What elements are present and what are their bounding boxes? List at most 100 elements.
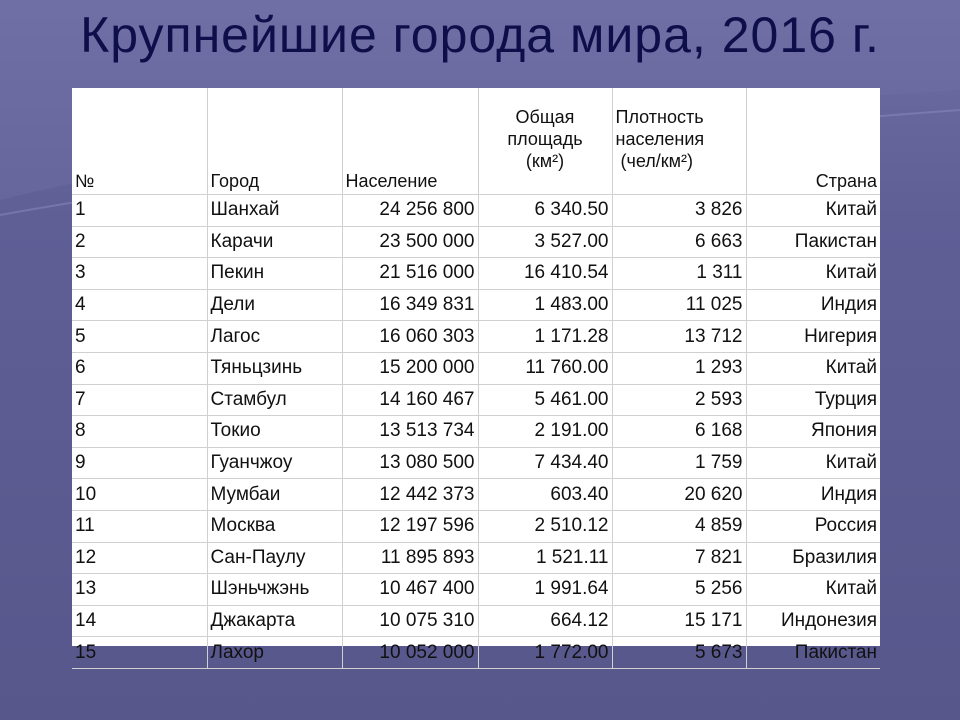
cell-city: Джакарта xyxy=(207,605,343,638)
cell-num: 4 xyxy=(72,289,208,322)
cell-population: 24 256 800 xyxy=(342,194,479,227)
cell-city: Гуанчжоу xyxy=(207,447,343,480)
table-row: 1 Шанхай 24 256 800 6 340.50 3 826 Китай xyxy=(72,194,880,227)
cell-country: Пакистан xyxy=(746,636,880,669)
table-row: 6 Тяньцзинь 15 200 000 11 760.00 1 293 Китай xyxy=(72,352,880,385)
cell-area: 1 772.00 xyxy=(478,636,613,669)
cell-country: Пакистан xyxy=(746,226,880,259)
header-area-line3: (км²) xyxy=(525,151,565,171)
cities-table: № Город Население Общая площадь (км²) Пл… xyxy=(72,88,880,669)
table-row: 11 Москва 12 197 596 2 510.12 4 859 Россия xyxy=(72,510,880,543)
cell-country: Китай xyxy=(746,573,880,606)
cell-population: 16 349 831 xyxy=(342,289,479,322)
cell-density: 11 025 xyxy=(612,289,747,322)
header-city: Город xyxy=(207,88,343,195)
cell-population: 15 200 000 xyxy=(342,352,479,385)
cell-city: Лахор xyxy=(207,636,343,669)
table-row: 3 Пекин 21 516 000 16 410.54 1 311 Китай xyxy=(72,257,880,290)
header-area-line2: площадь xyxy=(507,129,583,149)
cell-density: 1 311 xyxy=(612,257,747,290)
cell-city: Сан-Паулу xyxy=(207,542,343,575)
cell-city: Пекин xyxy=(207,257,343,290)
cell-population: 13 080 500 xyxy=(342,447,479,480)
cell-population: 13 513 734 xyxy=(342,415,479,448)
table-row: 10 Мумбаи 12 442 373 603.40 20 620 Индия xyxy=(72,478,880,511)
cell-city: Стамбул xyxy=(207,384,343,417)
cell-city: Тяньцзинь xyxy=(207,352,343,385)
cell-num: 12 xyxy=(72,542,208,575)
cell-num: 11 xyxy=(72,510,208,543)
table-header-row: № Город Население Общая площадь (км²) Пл… xyxy=(72,88,880,195)
cell-num: 8 xyxy=(72,415,208,448)
cell-area: 2 191.00 xyxy=(478,415,613,448)
cell-area: 3 527.00 xyxy=(478,226,613,259)
table-row: 8 Токио 13 513 734 2 191.00 6 168 Япония xyxy=(72,415,880,448)
cell-country: Китай xyxy=(746,352,880,385)
cell-area: 1 521.11 xyxy=(478,542,613,575)
cell-country: Китай xyxy=(746,447,880,480)
header-area-line1: Общая xyxy=(515,107,575,127)
cell-population: 23 500 000 xyxy=(342,226,479,259)
cell-density: 15 171 xyxy=(612,605,747,638)
cell-country: Япония xyxy=(746,415,880,448)
cell-country: Бразилия xyxy=(746,542,880,575)
table-row: 7 Стамбул 14 160 467 5 461.00 2 593 Турция xyxy=(72,384,880,417)
cell-density: 7 821 xyxy=(612,542,747,575)
cell-density: 6 663 xyxy=(612,226,747,259)
cell-population: 12 442 373 xyxy=(342,478,479,511)
header-population: Население xyxy=(342,88,479,195)
cell-area: 603.40 xyxy=(478,478,613,511)
header-country: Страна xyxy=(746,88,880,195)
cell-population: 11 895 893 xyxy=(342,542,479,575)
cell-population: 10 052 000 xyxy=(342,636,479,669)
cell-num: 9 xyxy=(72,447,208,480)
cell-population: 14 160 467 xyxy=(342,384,479,417)
cell-num: 6 xyxy=(72,352,208,385)
cell-city: Мумбаи xyxy=(207,478,343,511)
table-body: 1 Шанхай 24 256 800 6 340.50 3 826 Китай 2 Кара… xyxy=(72,194,880,669)
cell-area: 664.12 xyxy=(478,605,613,638)
cell-density: 5 256 xyxy=(612,573,747,606)
cell-city: Дели xyxy=(207,289,343,322)
cell-density: 4 859 xyxy=(612,510,747,543)
cell-area: 7 434.40 xyxy=(478,447,613,480)
cell-city: Карачи xyxy=(207,226,343,259)
cell-country: Россия xyxy=(746,510,880,543)
header-num: № xyxy=(72,88,208,195)
cell-num: 3 xyxy=(72,257,208,290)
cell-area: 1 171.28 xyxy=(478,320,613,353)
cell-num: 10 xyxy=(72,478,208,511)
cell-density: 6 168 xyxy=(612,415,747,448)
cell-density: 20 620 xyxy=(612,478,747,511)
cell-population: 16 060 303 xyxy=(342,320,479,353)
cell-area: 2 510.12 xyxy=(478,510,613,543)
header-density-line2: населения xyxy=(615,129,705,149)
table-row: 15 Лахор 10 052 000 1 772.00 5 673 Пакистан xyxy=(72,636,880,669)
cell-area: 16 410.54 xyxy=(478,257,613,290)
table-row: 13 Шэньчжэнь 10 467 400 1 991.64 5 256 Китай xyxy=(72,573,880,606)
cell-area: 5 461.00 xyxy=(478,384,613,417)
cell-area: 11 760.00 xyxy=(478,352,613,385)
cell-density: 2 593 xyxy=(612,384,747,417)
slide-title: Крупнейшие города мира, 2016 г. xyxy=(80,7,880,63)
cell-country: Индия xyxy=(746,289,880,322)
cell-city: Токио xyxy=(207,415,343,448)
cell-country: Нигерия xyxy=(746,320,880,353)
cell-city: Лагос xyxy=(207,320,343,353)
cell-density: 1 293 xyxy=(612,352,747,385)
cell-population: 21 516 000 xyxy=(342,257,479,290)
cell-num: 14 xyxy=(72,605,208,638)
cell-country: Индия xyxy=(746,478,880,511)
table-row: 12 Сан-Паулу 11 895 893 1 521.11 7 821 Бразил… xyxy=(72,542,880,575)
header-area: Общая площадь (км²) xyxy=(478,88,613,195)
cell-population: 10 467 400 xyxy=(342,573,479,606)
cell-num: 2 xyxy=(72,226,208,259)
cell-population: 12 197 596 xyxy=(342,510,479,543)
cell-country: Турция xyxy=(746,384,880,417)
cell-density: 3 826 xyxy=(612,194,747,227)
cell-num: 5 xyxy=(72,320,208,353)
cell-population: 10 075 310 xyxy=(342,605,479,638)
cell-country: Китай xyxy=(746,194,880,227)
table-row: 2 Карачи 23 500 000 3 527.00 6 663 Пакистан xyxy=(72,226,880,259)
header-density-line1: Плотность xyxy=(615,107,704,127)
